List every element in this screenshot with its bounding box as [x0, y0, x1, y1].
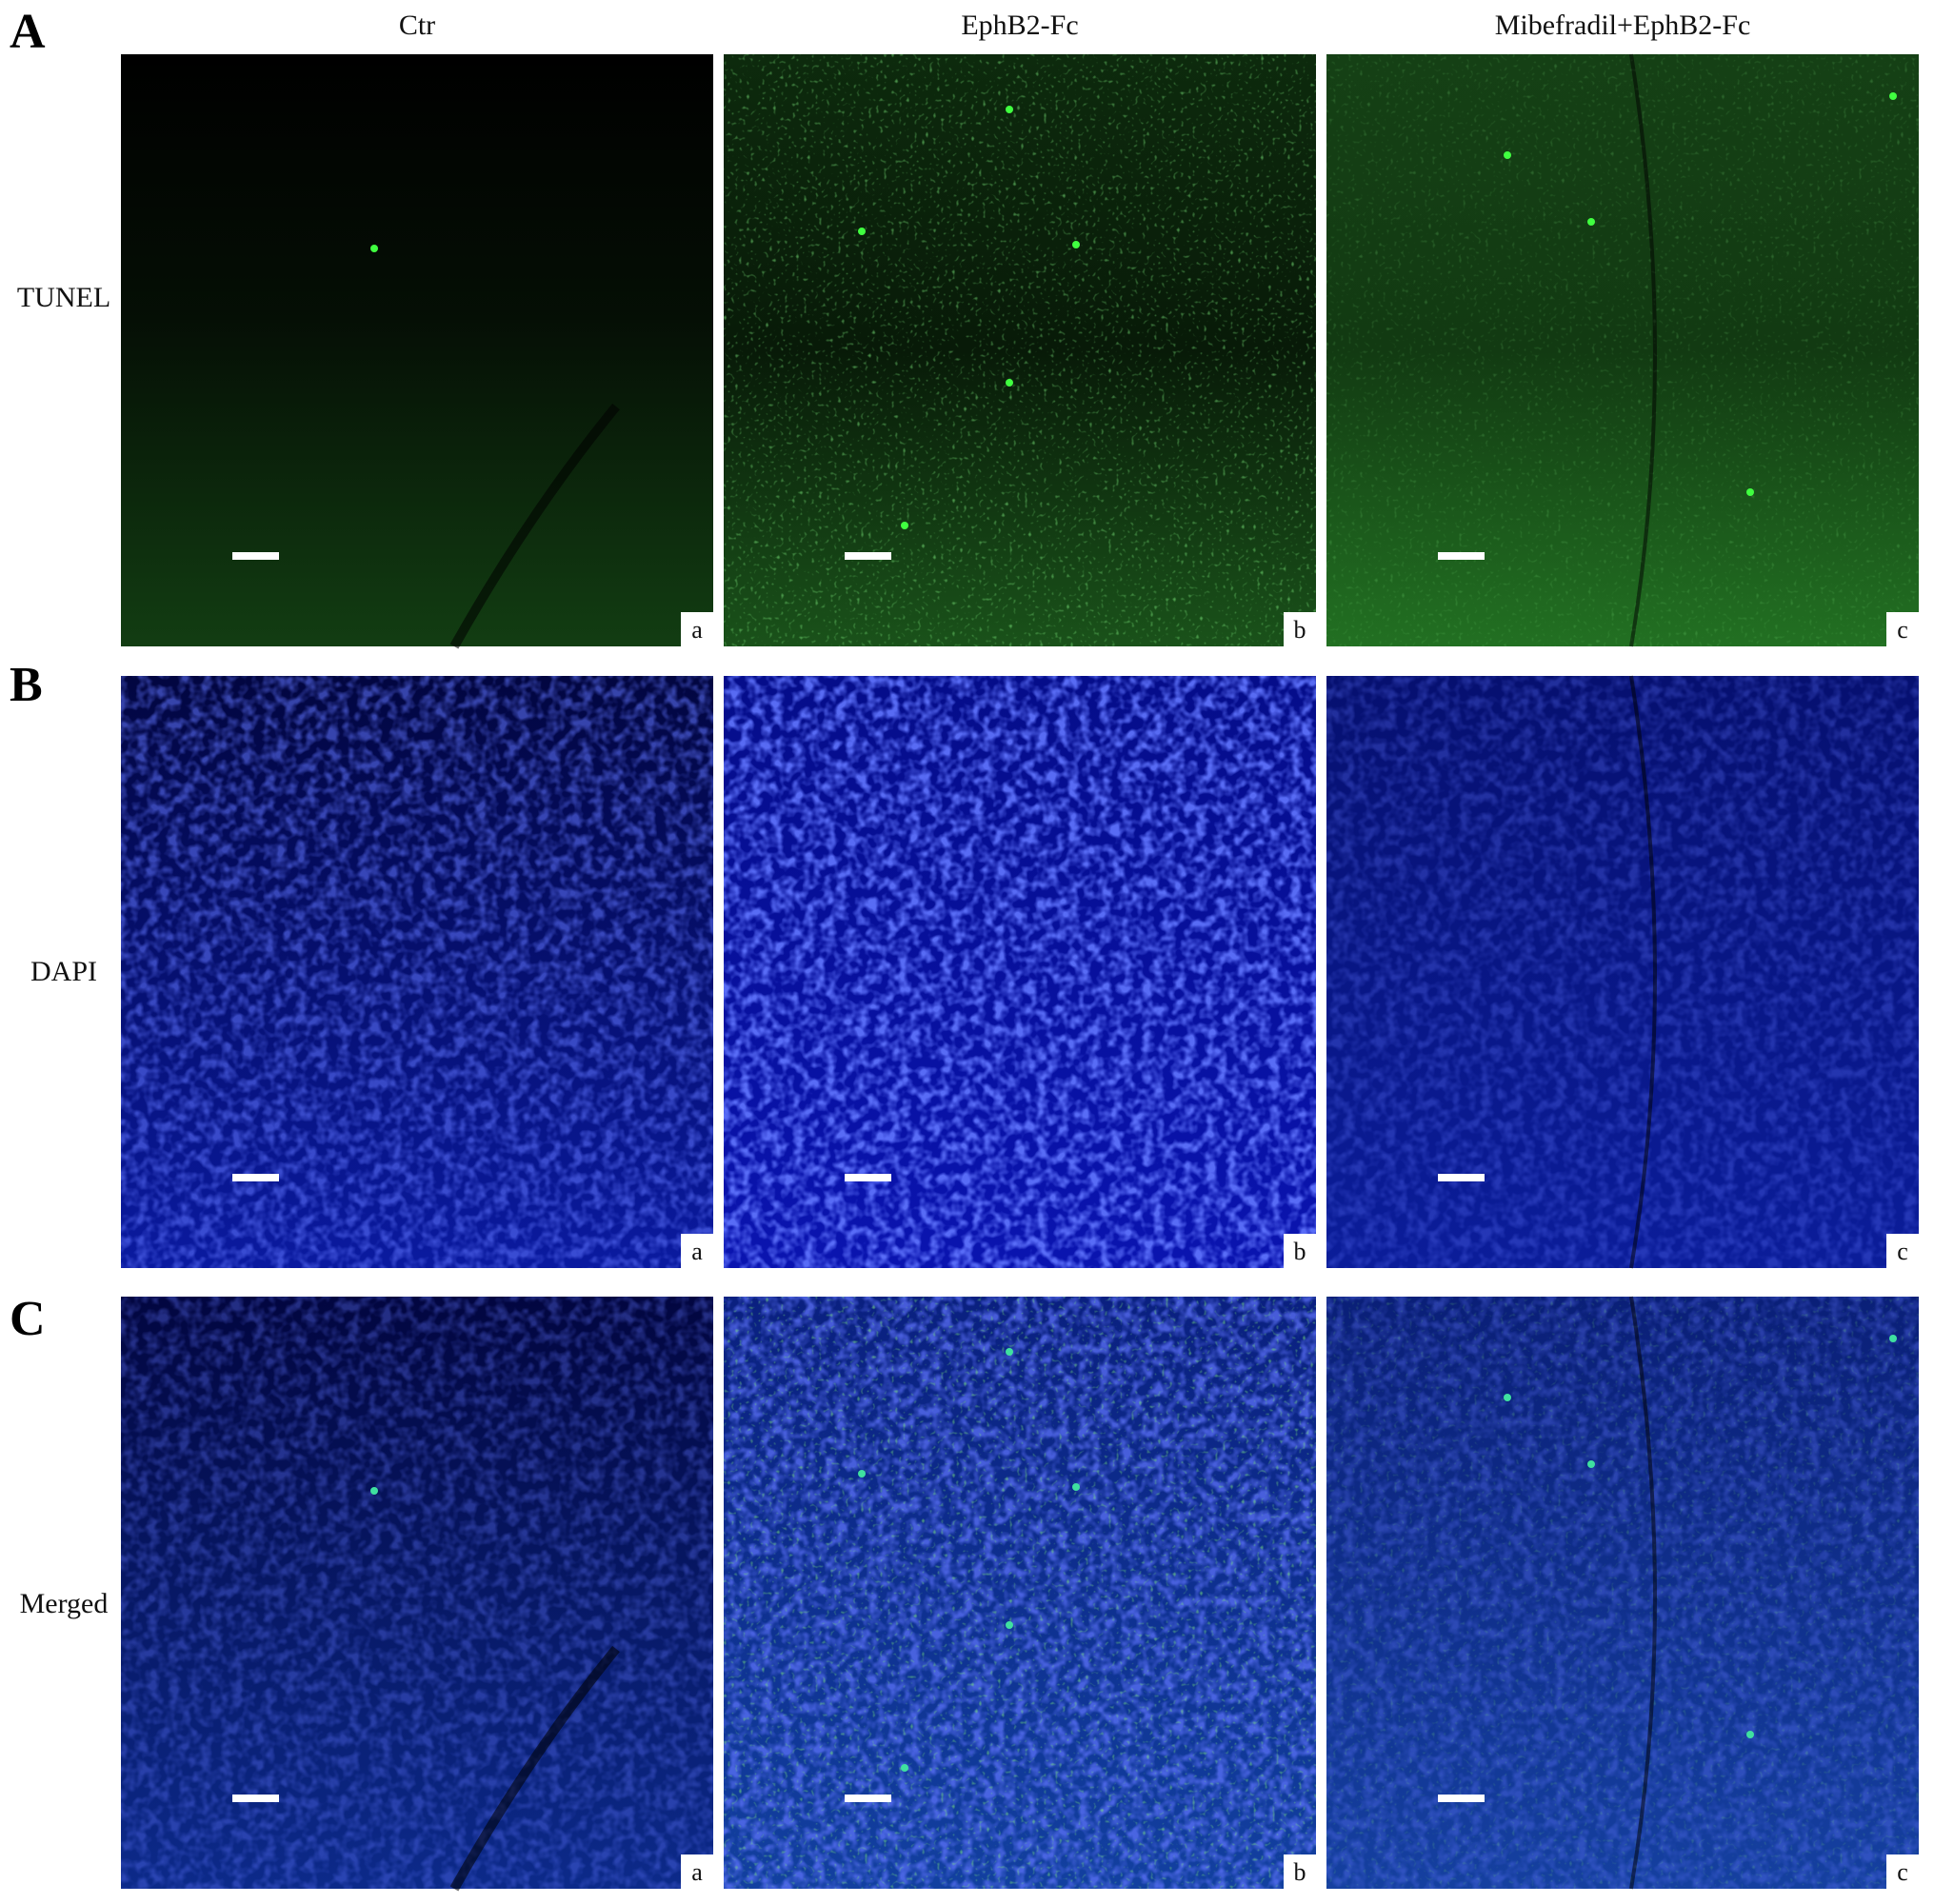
scale-bar	[232, 1795, 279, 1802]
scale-bar	[845, 1174, 891, 1181]
tunel-positive-cell	[1504, 151, 1511, 159]
tunel-positive-cell	[1746, 488, 1754, 496]
vessel	[1629, 1296, 1657, 1890]
scale-bar	[232, 1174, 279, 1181]
scale-bar	[1438, 552, 1485, 560]
sublabel-box	[681, 1234, 713, 1268]
sublabel-box	[681, 1854, 713, 1889]
sublabel: c	[1897, 1858, 1908, 1886]
micrograph: c	[1326, 1296, 1919, 1890]
panel-letter: A	[10, 5, 46, 59]
row-label: Merged	[20, 1588, 109, 1619]
sublabel: a	[691, 1858, 703, 1886]
sublabel: c	[1897, 1238, 1908, 1265]
green-speckle	[1326, 1297, 1919, 1889]
micrograph: b	[724, 676, 1316, 1268]
sublabel: b	[1294, 616, 1306, 644]
sublabel: c	[1897, 616, 1908, 644]
sublabel: b	[1294, 1858, 1306, 1886]
sublabel-box	[1284, 1854, 1316, 1889]
sublabel: b	[1294, 1238, 1306, 1265]
image-background	[121, 54, 713, 646]
tunel-positive-cell	[1072, 1483, 1080, 1491]
tunel-positive-cell	[1006, 379, 1013, 387]
sublabel-box	[681, 612, 713, 646]
tunel-positive-cell	[1587, 218, 1595, 226]
nuclei-texture	[724, 676, 1316, 1268]
micrograph: a	[121, 54, 713, 649]
nuclei-texture	[1326, 676, 1919, 1268]
sublabel-box	[1284, 612, 1316, 646]
green-speckle	[724, 1297, 1316, 1889]
row-label: TUNEL	[17, 282, 110, 313]
scale-bar	[845, 1795, 891, 1802]
tunel-positive-cell	[901, 1764, 908, 1772]
micrograph: b	[724, 54, 1316, 646]
scale-bar	[1438, 1795, 1485, 1802]
micrograph: a	[121, 1297, 713, 1892]
vessel	[1629, 675, 1657, 1269]
tunel-positive-cell	[1889, 92, 1897, 100]
nuclei-texture	[121, 676, 713, 1268]
micrograph: c	[1326, 53, 1919, 647]
row-label: DAPI	[30, 956, 97, 987]
panel-letter: C	[10, 1292, 46, 1346]
vessel	[449, 1645, 620, 1892]
tunel-positive-cell	[858, 1470, 866, 1478]
vessel	[1629, 53, 1657, 647]
vessel	[449, 403, 620, 649]
tunel-positive-cell	[1587, 1460, 1595, 1468]
column-title: Mibefradil+EphB2-Fc	[1495, 10, 1751, 41]
sublabel: a	[691, 616, 703, 644]
nuclei-texture	[121, 1297, 713, 1889]
green-speckle	[724, 54, 1316, 646]
tunel-positive-cell	[1746, 1731, 1754, 1738]
column-title: EphB2-Fc	[961, 10, 1078, 41]
tunel-positive-cell	[1504, 1394, 1511, 1401]
tunel-positive-cell	[858, 228, 866, 235]
tunel-positive-cell	[1006, 1348, 1013, 1356]
sublabel-box	[1886, 1234, 1919, 1268]
tunel-positive-cell	[1006, 1621, 1013, 1629]
tunel-positive-cell	[1889, 1335, 1897, 1342]
tunel-positive-cell	[901, 522, 908, 529]
tunel-positive-cell	[1072, 241, 1080, 248]
tunel-positive-cell	[370, 245, 378, 252]
sublabel: a	[691, 1238, 703, 1265]
column-title: Ctr	[399, 10, 435, 41]
micrograph: a	[121, 676, 713, 1268]
micrograph: b	[724, 1297, 1316, 1889]
sublabel-box	[1886, 1854, 1919, 1889]
scale-bar	[845, 552, 891, 560]
tunel-positive-cell	[1006, 106, 1013, 113]
tunel-positive-cell	[370, 1487, 378, 1495]
sublabel-box	[1886, 612, 1919, 646]
micrograph: c	[1326, 675, 1919, 1269]
sublabel-box	[1284, 1234, 1316, 1268]
scale-bar	[232, 552, 279, 560]
scale-bar	[1438, 1174, 1485, 1181]
panel-letter: B	[10, 658, 43, 712]
green-speckle	[1326, 54, 1919, 646]
